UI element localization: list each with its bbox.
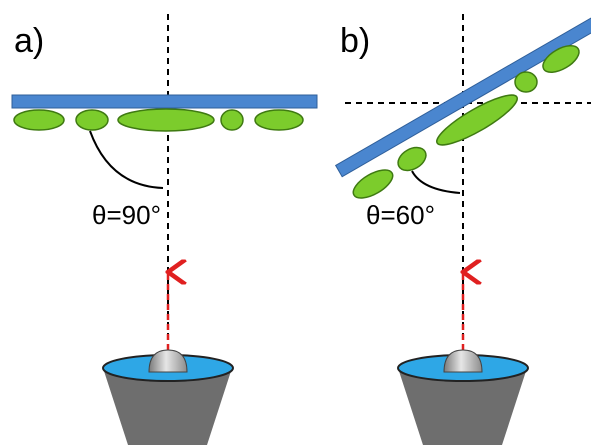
- panel-a-particle: [254, 109, 304, 131]
- panel-b: b) θ=60°: [334, 9, 591, 445]
- panel-b-particle: [514, 71, 538, 93]
- panel-a-angle-arc: [89, 130, 164, 189]
- panel-b-particle: [542, 45, 580, 73]
- panel-b-angle-label: θ=60°: [366, 200, 435, 230]
- panel-a-droplet: [148, 349, 188, 373]
- panel-b-substrate: [334, 9, 591, 178]
- panel-b-droplet: [443, 349, 483, 373]
- panel-b-particle: [352, 169, 394, 199]
- panel-b-label: b): [340, 22, 370, 60]
- panel-b-angle-arc: [411, 170, 461, 194]
- panel-b-substrate-group: [334, 9, 591, 178]
- panel-b-cone: [397, 349, 529, 445]
- panel-a-angle-label: θ=90°: [92, 200, 161, 230]
- panel-b-particle: [436, 94, 518, 146]
- panel-a-substrate: [11, 94, 318, 109]
- panel-a-cone: [102, 349, 234, 445]
- panel-b-cone-body: [398, 368, 527, 445]
- panel-a-particle: [117, 108, 215, 132]
- panel-a: a) θ=90°: [11, 14, 318, 445]
- panel-b-particles: [352, 45, 580, 199]
- panel-a-particle: [220, 109, 244, 131]
- panel-a-cone-body: [103, 368, 232, 445]
- panel-a-particle: [13, 109, 65, 131]
- panel-a-label: a): [14, 22, 44, 60]
- panel-b-particle: [397, 146, 427, 172]
- panel-a-particles: [13, 108, 304, 132]
- panel-a-particle: [75, 109, 109, 131]
